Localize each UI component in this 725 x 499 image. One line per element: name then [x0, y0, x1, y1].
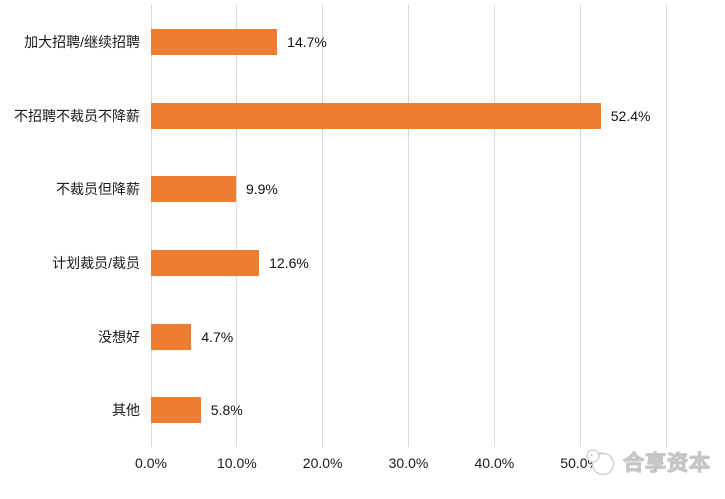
category-label: 其他 — [112, 402, 140, 419]
gridline — [665, 5, 667, 447]
category-label: 计划裁员/裁员 — [52, 254, 140, 271]
gridline — [408, 5, 409, 447]
bar — [151, 323, 192, 350]
category-label: 加大招聘/继续招聘 — [24, 33, 140, 50]
value-label: 14.7% — [287, 33, 327, 50]
watermark-text: 合享资本 — [623, 452, 711, 476]
x-axis-tick-label: 30.0% — [388, 455, 429, 471]
value-label: 5.8% — [210, 402, 243, 419]
watermark: 合享资本 — [584, 447, 711, 477]
bar — [151, 176, 236, 203]
bar — [151, 102, 601, 129]
bar — [151, 397, 201, 424]
value-label: 52.4% — [610, 107, 651, 124]
category-label: 不裁员但降薪 — [56, 181, 140, 198]
category-label: 不招聘不裁员不降薪 — [14, 107, 140, 124]
gridline — [579, 5, 581, 447]
x-axis-tick-label: 20.0% — [302, 455, 343, 471]
category-label: 没想好 — [98, 328, 140, 345]
x-axis-tick-label: 40.0% — [474, 455, 515, 471]
x-axis-tick-label: 10.0% — [216, 455, 257, 471]
value-label: 4.7% — [201, 328, 234, 345]
x-axis-tick-label: 0.0% — [135, 455, 167, 471]
gridline — [493, 5, 495, 447]
value-label: 9.9% — [245, 181, 278, 198]
bar — [151, 28, 278, 55]
gridline — [236, 5, 238, 447]
gridline — [322, 5, 324, 447]
value-label: 12.6% — [269, 254, 309, 271]
gridline — [150, 5, 152, 447]
x-axis-tick-label: 50.0% — [560, 455, 601, 471]
plot-area: 加大招聘/继续招聘 14.7% 不招聘不裁员不降薪 52.4% 不裁员但降薪 9.9% 计划… — [14, 5, 667, 470]
bar — [151, 249, 260, 276]
